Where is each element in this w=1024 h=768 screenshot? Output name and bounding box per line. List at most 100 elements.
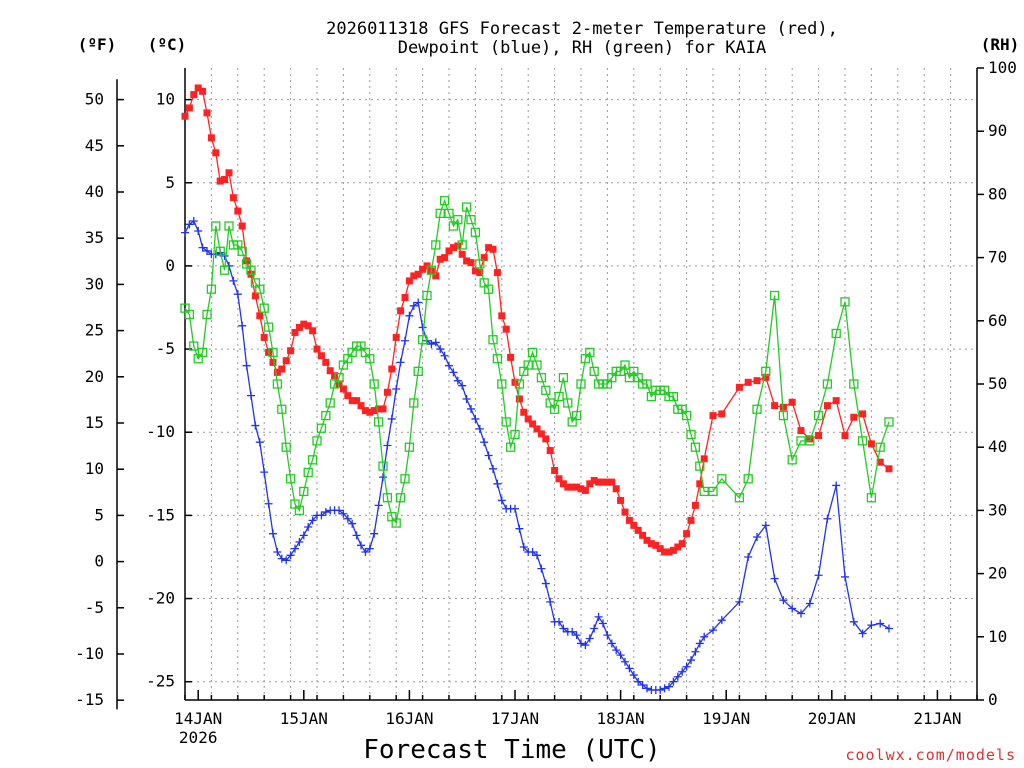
data-point [269,529,277,538]
credit-text: coolwx.com/models [845,746,1016,764]
data-point [630,521,638,529]
data-point [537,430,545,438]
data-point [251,292,259,300]
series-2-meter-temperature [181,84,893,556]
data-point [744,552,753,561]
data-point [203,246,211,255]
data-point [441,254,449,262]
data-point [581,486,589,494]
fahrenheit-tick-label: -5 [85,598,104,617]
data-point [388,365,396,373]
data-point [304,523,313,532]
rh-tick-label: 20 [988,564,1007,583]
data-point [850,413,858,421]
chart-title-line-1: 2026011318 GFS Forecast 2-meter Temperat… [326,19,838,39]
data-point [427,340,436,349]
data-point [642,379,652,389]
data-point [497,379,507,389]
data-point [458,381,467,390]
data-point [291,328,299,336]
data-point [383,441,392,450]
data-point [558,373,569,383]
data-point [669,677,678,686]
data-point [572,631,581,640]
data-point [475,259,485,269]
fahrenheit-tick-label: 25 [85,321,104,340]
data-point [476,269,484,277]
data-point [779,596,788,605]
data-point [884,417,894,427]
data-point [718,410,726,418]
data-point [202,309,212,320]
data-point [357,402,365,410]
data-point [564,483,572,491]
data-point [431,240,441,250]
data-point [216,177,224,185]
data-point [752,404,762,414]
data-point [699,486,709,497]
data-point [541,579,550,588]
data-point [813,410,824,421]
data-point [282,556,291,565]
data-point [229,276,238,285]
data-point [470,227,481,237]
celsius-tick-label: 0 [165,256,175,275]
data-point [255,438,264,447]
data-point [519,542,528,551]
data-point [634,677,643,686]
data-point [307,455,318,465]
data-point [549,404,560,414]
data-point [264,499,273,508]
data-point [281,442,291,452]
data-point [471,414,480,423]
data-point [212,149,220,157]
fahrenheit-tick-label: -15 [75,690,104,709]
data-point [401,336,409,345]
data-point [665,682,673,691]
axes [116,67,984,710]
data-point [551,466,559,474]
data-point [189,217,198,226]
x-tick-label: 16JAN [385,709,433,728]
data-point [426,265,437,275]
data-point [577,639,585,648]
data-point [185,220,194,229]
data-point [189,341,199,351]
data-point [233,290,242,299]
data-point [542,435,550,443]
data-point [392,384,401,393]
x-tick-label: 17JAN [491,709,539,728]
data-point [735,597,744,606]
data-point [682,662,691,671]
rh-tick-label: 50 [988,374,1007,393]
data-point [457,240,467,250]
rh-tick-label: 30 [988,500,1007,519]
data-point [510,429,520,440]
data-point [269,358,277,366]
data-point [770,574,779,583]
rh-tick-label: 90 [988,121,1007,140]
data-point [211,221,221,231]
data-point [527,347,538,358]
data-point [392,333,400,341]
chart-title-line-2: Dewpoint (blue), RH (green) for KAIA [398,38,766,58]
data-point [589,366,599,377]
data-point [432,272,440,280]
data-point [603,631,612,640]
data-point [634,526,642,534]
fahrenheit-tick-label: 10 [85,459,104,478]
data-point [696,480,704,488]
data-point [194,84,202,92]
data-point [409,398,419,408]
data-point [278,365,286,373]
data-point [365,544,374,553]
rh-tick-label: 40 [988,437,1007,456]
data-point [317,511,326,520]
data-point [734,493,745,503]
data-point [497,496,506,505]
data-point [744,378,752,386]
data-point [286,551,295,560]
data-point [859,410,867,418]
data-point [823,514,832,523]
data-point [617,496,625,504]
